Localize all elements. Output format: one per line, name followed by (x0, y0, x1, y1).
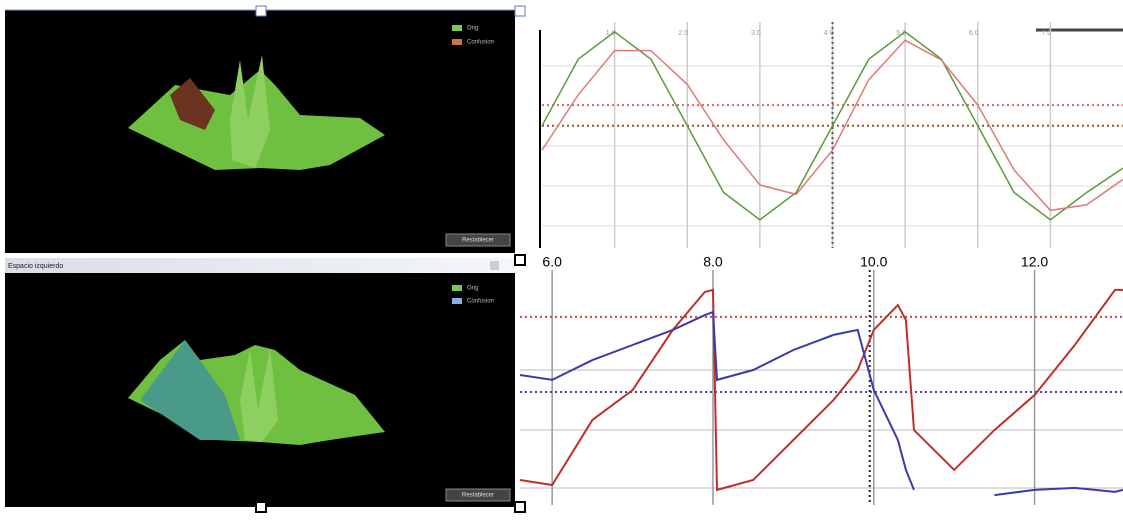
surface-3d (140, 340, 240, 440)
title-bar (5, 258, 515, 273)
x-tick-label: 7.0 (1042, 30, 1052, 37)
legend-swatch (452, 39, 462, 45)
surface-3d (170, 78, 215, 130)
button-label: Restablecer (462, 238, 494, 244)
handle[interactable] (514, 254, 526, 266)
x-tick-label: 6.0 (542, 254, 562, 270)
h-grid (520, 369, 1123, 489)
legend-swatch (452, 285, 462, 291)
reset-button[interactable] (445, 488, 511, 502)
x-tick-label: 8.0 (703, 254, 723, 270)
legend-label: Confusion (467, 40, 494, 46)
legend-swatch (452, 298, 462, 304)
x-tick-label: 1.0 (606, 30, 616, 37)
handle[interactable] (514, 5, 526, 17)
series-line (541, 39, 1123, 212)
legend-label: Orig (467, 286, 478, 292)
button-label: Restablecer (462, 493, 494, 499)
x-tick-label: 10.0 (860, 254, 887, 270)
handle[interactable] (255, 501, 267, 513)
surface-3d (230, 55, 270, 168)
x-tick-label: 2.0 (678, 30, 688, 37)
panel-title: Espacio izquierdo (8, 263, 63, 270)
surface-3d (240, 348, 278, 442)
x-tick-label: 5.0 (896, 30, 906, 37)
series-line (519, 310, 1123, 497)
handle[interactable] (255, 5, 267, 17)
legend-label: Confusion (467, 299, 494, 305)
close-button[interactable] (490, 261, 499, 270)
reset-button[interactable] (445, 233, 511, 247)
legend-swatch (452, 25, 462, 31)
series-line (519, 288, 1123, 492)
x-tick-label: 12.0 (1021, 254, 1048, 270)
x-tick-label: 3.0 (751, 30, 761, 37)
x-tick-label: 4.0 (824, 30, 834, 37)
handle[interactable] (514, 501, 526, 513)
legend-label: Orig (467, 26, 478, 32)
x-tick-label: 6.0 (969, 30, 979, 37)
